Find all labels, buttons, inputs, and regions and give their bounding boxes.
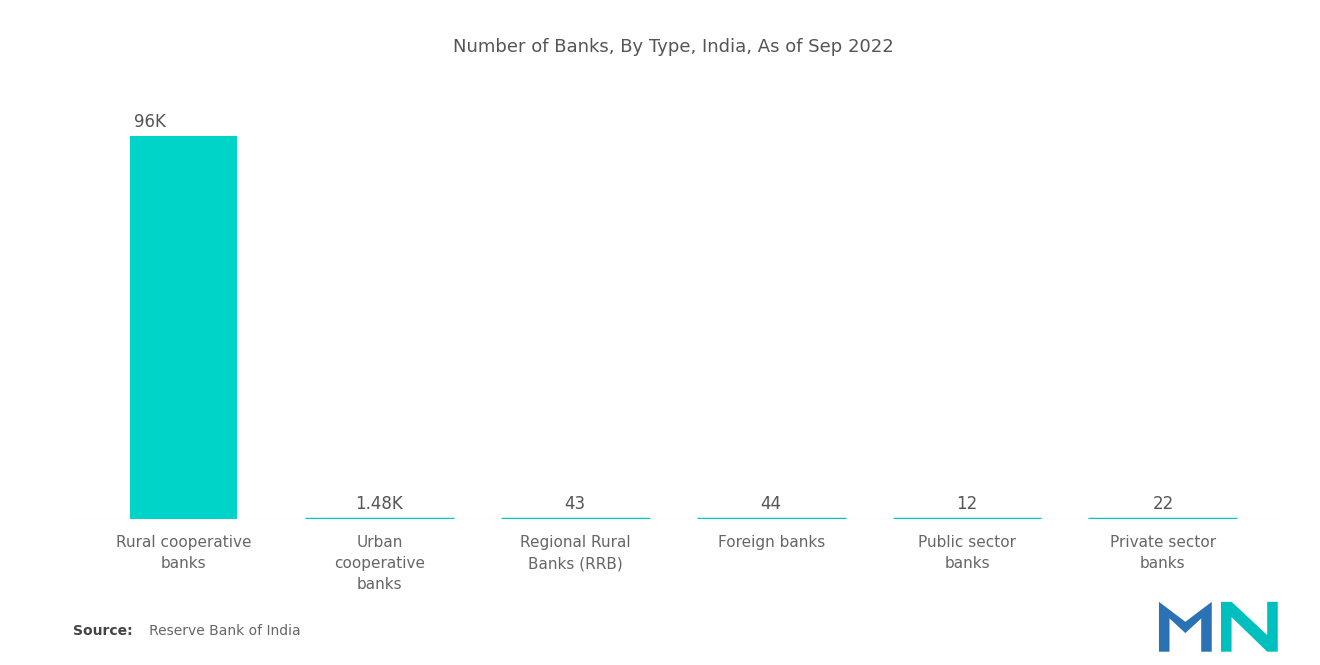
Polygon shape (1159, 602, 1212, 652)
Text: 1.48K: 1.48K (355, 495, 404, 513)
Bar (129, 136, 238, 519)
Title: Number of Banks, By Type, India, As of Sep 2022: Number of Banks, By Type, India, As of S… (453, 38, 894, 56)
Text: Reserve Bank of India: Reserve Bank of India (136, 624, 301, 638)
Text: 12: 12 (957, 495, 978, 513)
Polygon shape (1221, 602, 1278, 652)
Text: Source:: Source: (73, 624, 132, 638)
Text: 44: 44 (760, 495, 781, 513)
Text: 43: 43 (565, 495, 586, 513)
Text: 22: 22 (1152, 495, 1173, 513)
Text: 96K: 96K (133, 113, 165, 131)
